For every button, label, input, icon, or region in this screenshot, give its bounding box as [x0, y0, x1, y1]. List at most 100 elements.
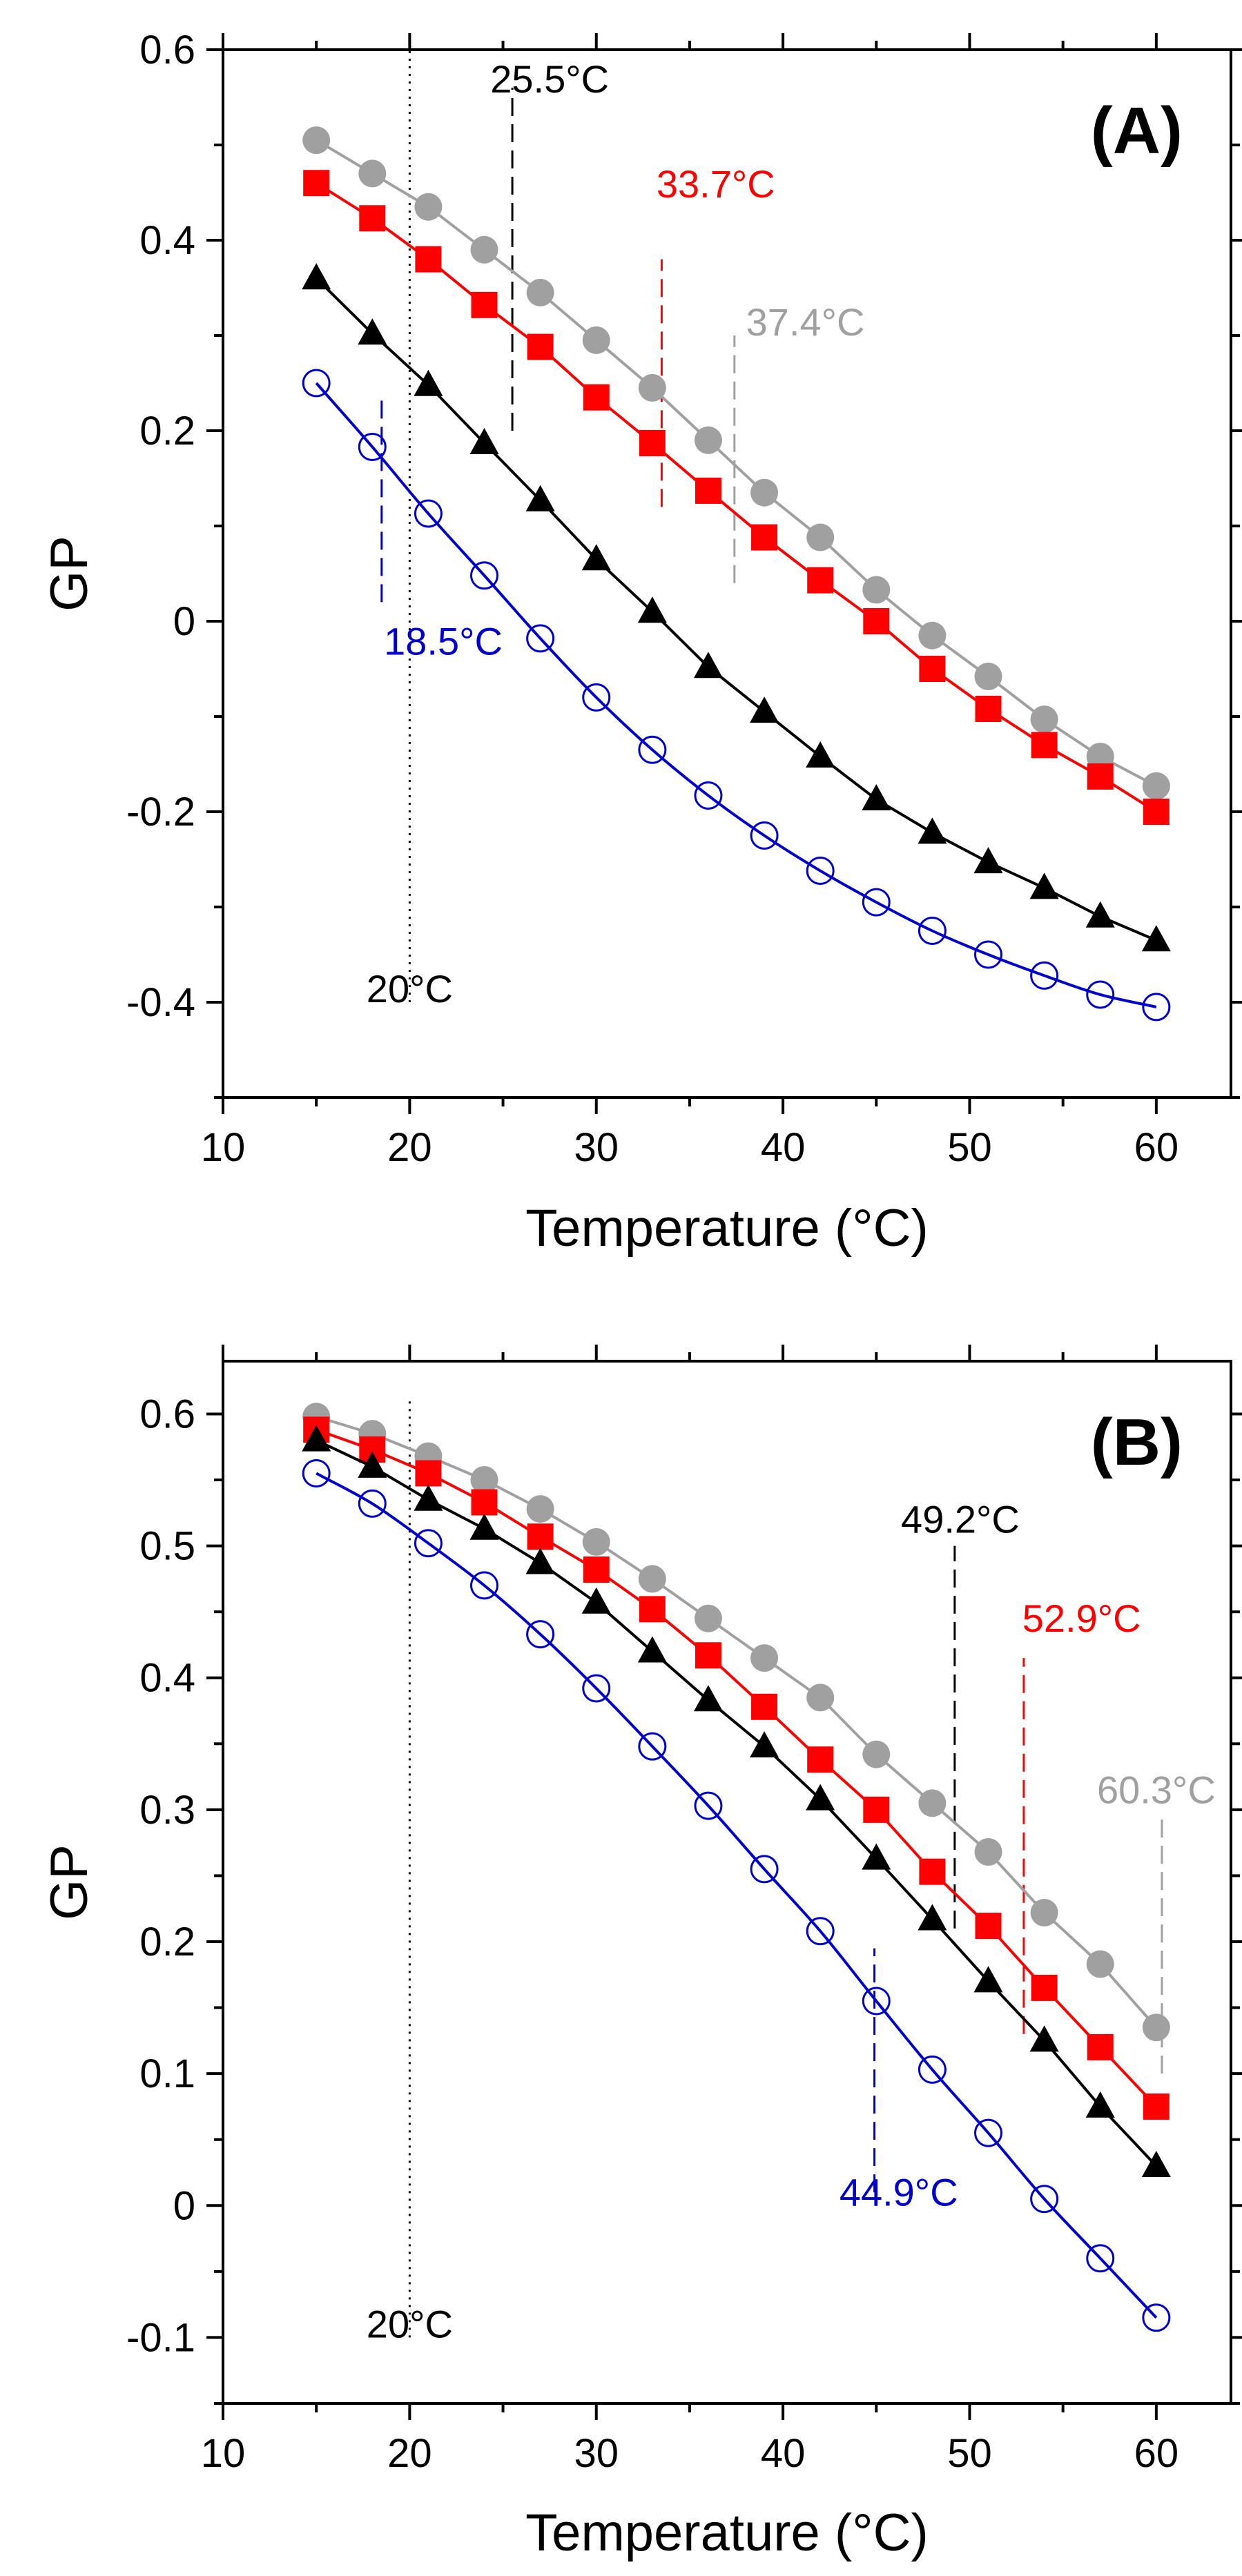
- data-point: [695, 1642, 721, 1669]
- data-point: [806, 1917, 835, 1946]
- data-point: [806, 1784, 835, 1811]
- data-point: [862, 888, 891, 917]
- data-point: [750, 821, 779, 850]
- data-point: [807, 1746, 834, 1773]
- data-point: [469, 427, 499, 454]
- data-point: [1142, 772, 1170, 800]
- series-gray: [302, 1403, 1170, 2042]
- data-point: [751, 524, 778, 551]
- y-tick-label: 0: [173, 2183, 195, 2228]
- x-tick-label: 30: [574, 2431, 619, 2476]
- data-point: [694, 1791, 723, 1820]
- data-point: [1030, 2185, 1059, 2214]
- data-point: [470, 1466, 498, 1494]
- data-point: [637, 1636, 667, 1663]
- series-line: [316, 139, 1157, 788]
- series-red: [303, 1416, 1170, 2120]
- data-point: [974, 2118, 1003, 2147]
- series-line: [315, 277, 1157, 942]
- plot-frame: [222, 48, 1232, 1099]
- annotation-label: 44.9°C: [840, 2170, 958, 2214]
- data-point: [1143, 2093, 1170, 2120]
- data-point: [1142, 2013, 1170, 2042]
- data-point: [581, 544, 611, 571]
- data-point: [470, 1571, 499, 1600]
- data-point: [415, 246, 442, 273]
- x-tick-label: 60: [1134, 1125, 1179, 1170]
- data-point: [918, 1904, 947, 1931]
- panel-label: (B): [1091, 1405, 1183, 1479]
- data-point: [1029, 2025, 1059, 2052]
- data-point: [414, 499, 443, 528]
- data-point: [694, 426, 722, 454]
- data-point: [918, 917, 947, 945]
- data-point: [638, 735, 667, 764]
- data-point: [918, 621, 947, 650]
- x-tick-label: 50: [947, 2431, 992, 2476]
- series-line: [316, 182, 1157, 813]
- data-point: [638, 1565, 666, 1593]
- data-point: [693, 1685, 723, 1712]
- data-point: [638, 1732, 667, 1761]
- x-tick-label: 10: [201, 2431, 246, 2476]
- x-tick-label: 40: [761, 2431, 806, 2476]
- series-black: [302, 263, 1171, 952]
- data-point: [973, 847, 1003, 874]
- data-point: [583, 384, 610, 411]
- data-point: [581, 1587, 611, 1614]
- data-point: [527, 1523, 554, 1550]
- data-point: [470, 561, 499, 590]
- data-point: [639, 1596, 666, 1623]
- data-point: [918, 1789, 947, 1817]
- data-point: [526, 1495, 554, 1523]
- data-point: [414, 369, 443, 396]
- y-tick-label: 0.6: [139, 1392, 195, 1436]
- annotation-label: 60.3°C: [1097, 1768, 1216, 1811]
- data-point: [302, 126, 331, 155]
- data-point: [582, 326, 610, 354]
- data-point: [526, 624, 555, 653]
- data-point: [1031, 1974, 1058, 2001]
- data-point: [470, 235, 498, 264]
- data-point: [471, 291, 498, 318]
- data-point: [583, 1557, 610, 1583]
- data-point: [525, 485, 555, 511]
- data-point: [973, 1966, 1003, 1993]
- data-point: [1141, 2150, 1171, 2177]
- data-point: [750, 1644, 779, 1672]
- data-point: [975, 695, 1002, 722]
- data-point: [526, 1620, 555, 1649]
- x-tick-label: 20: [387, 1125, 432, 1170]
- data-point: [1030, 1898, 1058, 1926]
- x-tick-label: 50: [947, 1125, 992, 1170]
- data-point: [471, 1489, 498, 1516]
- data-point: [358, 432, 387, 461]
- data-point: [1030, 705, 1058, 734]
- data-point: [414, 1484, 443, 1511]
- chart-panel-b: 10 20 30 40 50 60 -0.1 0 0.1 0.2 0.3 0.4 0.5 0.6 Tempe…: [40, 1345, 1242, 2562]
- data-point: [974, 1838, 1002, 1866]
- y-axis-title: GP: [40, 536, 99, 612]
- series-line: [315, 382, 1157, 1008]
- data-point: [863, 608, 890, 634]
- series-line: [316, 1428, 1158, 2108]
- chart-panel-a: 10 20 30 40 50 60 -0.4 -0.2 0 0.2 0.4 0.6 Temperatur…: [40, 28, 1242, 1258]
- data-point: [695, 477, 721, 504]
- data-point: [862, 1843, 891, 1870]
- y-tick-label: 0.3: [139, 1788, 195, 1833]
- data-point: [806, 857, 835, 886]
- data-point: [1087, 2033, 1114, 2060]
- data-point: [302, 1458, 331, 1487]
- data-point: [1141, 925, 1171, 952]
- data-point: [751, 1693, 778, 1720]
- y-tick-label: 0.5: [139, 1524, 195, 1569]
- series-line: [316, 1438, 1158, 2167]
- data-point: [414, 193, 443, 221]
- data-point: [525, 1548, 555, 1574]
- panel-label: (A): [1091, 94, 1183, 168]
- data-point: [1030, 961, 1059, 990]
- data-point: [918, 2055, 947, 2084]
- data-point: [359, 205, 386, 232]
- x-axis-title: Temperature (°C): [525, 1199, 929, 1258]
